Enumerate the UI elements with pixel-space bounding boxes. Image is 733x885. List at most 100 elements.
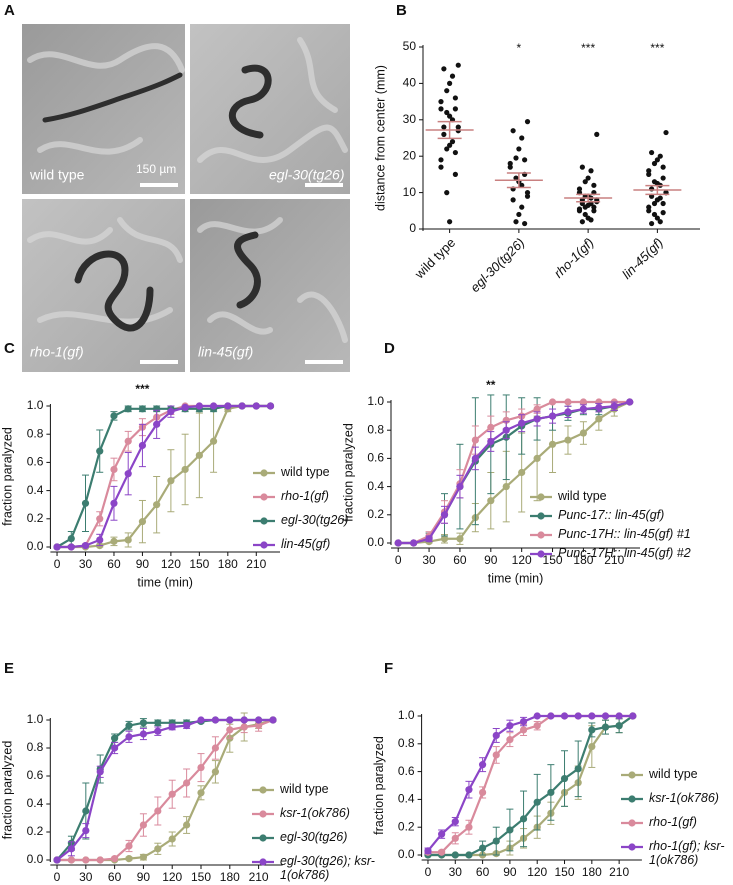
x-tick-label: 0 [54, 870, 61, 884]
data-point [646, 168, 652, 174]
x-tick-label: 30 [79, 557, 93, 571]
data-point [588, 217, 594, 223]
data-point [564, 436, 572, 444]
data-point [502, 426, 510, 434]
data-point [447, 142, 453, 148]
x-tick-label: 180 [220, 870, 240, 884]
data-point [440, 535, 449, 543]
x-tick-label: 120 [162, 870, 182, 884]
series-line [57, 404, 271, 549]
data-point [579, 219, 585, 225]
legend-marker [259, 858, 267, 866]
image-label: lin-45(gf) [198, 344, 253, 360]
x-tick-label: 60 [107, 557, 121, 571]
data-point [615, 712, 623, 720]
legend-label: wild type [649, 767, 698, 781]
x-tick-label: 0 [54, 557, 61, 571]
legend-entry: wild type [280, 782, 329, 796]
data-point [82, 827, 90, 835]
data-point [654, 157, 660, 163]
data-point [456, 483, 464, 491]
data-point [591, 182, 597, 188]
data-point [564, 398, 572, 406]
data-point [492, 751, 500, 759]
series-line [56, 718, 274, 861]
x-tick-label: 90 [484, 553, 498, 567]
data-point [533, 454, 541, 462]
data-point [81, 499, 90, 507]
data-point [660, 175, 666, 181]
series-line [427, 715, 634, 857]
micrographs: wild type egl-30(tg26) rho-1(gf) lin-45(… [22, 24, 350, 372]
legend-label: egl-30(tg26) [280, 830, 348, 844]
data-point [585, 175, 591, 181]
y-tick-label: 0.6 [398, 764, 415, 778]
data-point [452, 95, 458, 101]
legend-marker [628, 771, 636, 779]
image-label: egl-30(tg26) [269, 167, 345, 183]
data-point [522, 220, 528, 227]
data-point [110, 412, 118, 420]
panel-letter: C [4, 340, 15, 357]
legend-label: rho-1(gf) [281, 489, 329, 503]
annotation: ** [486, 378, 496, 392]
data-point [447, 80, 453, 86]
series-line [57, 718, 274, 862]
data-point [125, 855, 133, 863]
y-tick-label: 0.6 [367, 451, 384, 465]
y-tick-label: 0.0 [27, 539, 44, 553]
legend-entry: rho-1(gf); ksr-1(ok786) [649, 839, 724, 867]
data-point [452, 106, 458, 112]
data-point [610, 402, 618, 410]
legend-entry: egl-30(tg26) [280, 830, 348, 844]
legend-marker [259, 786, 267, 794]
y-tick-label: 1.0 [398, 708, 415, 722]
data-point [183, 779, 191, 787]
panel-letter: B [396, 2, 407, 19]
panel-letter: D [384, 340, 395, 357]
legend-entry: Punc-17:: lin-45(gf) [558, 508, 664, 522]
data-point [646, 171, 652, 177]
data-point [591, 208, 597, 214]
data-point [82, 807, 90, 815]
y-tick-label: 0.4 [367, 479, 384, 493]
data-point [197, 716, 205, 724]
x-tick-label: rho-1(gf) [551, 235, 597, 281]
legend-label: wild type [281, 465, 330, 479]
x-tick-label: 60 [476, 865, 490, 879]
y-tick-label: 40 [403, 76, 417, 90]
x-tick-label: 210 [249, 870, 269, 884]
x-axis-label: time (min) [137, 575, 193, 589]
data-point [438, 157, 444, 163]
y-tick-label: 0 [409, 221, 416, 235]
data-point [441, 131, 447, 137]
series-line [57, 404, 271, 549]
data-point [519, 135, 525, 141]
data-point [211, 716, 220, 724]
data-point [651, 200, 658, 207]
data-point [519, 204, 525, 210]
legend-marker [537, 512, 545, 520]
data-point [438, 164, 444, 170]
image-label: rho-1(gf) [30, 344, 84, 360]
data-point [660, 164, 666, 170]
data-point [506, 722, 514, 730]
data-point [410, 539, 418, 547]
x-tick-label: 60 [108, 870, 122, 884]
x-tick-label: 30 [422, 553, 436, 567]
legend-entry: wild type [649, 767, 698, 781]
data-point [111, 855, 119, 863]
y-tick-label: 10 [403, 185, 417, 199]
legend-entry: Punc-17H:: lin-45(gf) #2 [558, 546, 691, 560]
data-point [654, 215, 660, 221]
x-tick-label: 180 [573, 553, 593, 567]
data-point [513, 175, 519, 181]
legend-label: wild type [558, 489, 607, 503]
data-point [138, 441, 147, 450]
data-point [519, 182, 525, 188]
data-point [660, 200, 666, 207]
data-point [181, 465, 189, 474]
data-point [96, 768, 104, 776]
data-point [447, 219, 453, 225]
annotation: *** [135, 382, 149, 396]
